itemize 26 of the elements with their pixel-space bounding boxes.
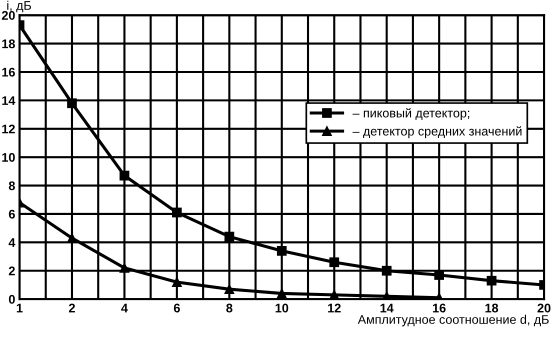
y-tick-label: 18 [2,39,15,48]
x-tick-label: 8 [226,304,232,312]
x-tick-label: 20 [538,304,550,312]
x-axis-title: Амплитудное соотношение d, дБ [358,314,549,326]
legend-label: – детектор средних значений [352,126,522,138]
y-tick-label: 0 [8,294,15,304]
x-tick-label: 2 [68,304,75,312]
y-tick-label: 16 [2,68,15,77]
x-tick-label: 12 [328,304,341,312]
y-tick-label: 14 [2,96,16,105]
y-tick-label: 12 [2,124,15,134]
y-tick-label: 2 [8,266,15,276]
x-tick-label: 10 [276,304,288,312]
y-tick-label: 10 [2,152,15,162]
y-tick-label: 6 [8,210,15,219]
y-tick-label: 8 [8,181,15,190]
y-tick-label: 20 [2,11,15,20]
x-tick-label: 6 [174,304,180,312]
x-tick-label: 16 [432,304,446,312]
x-tick-label: 14 [380,304,394,312]
x-tick-label: 18 [485,304,498,312]
y-tick-label: 4 [8,238,16,247]
x-tick-label: 4 [121,304,128,312]
y-axis-title: i, дБ [7,0,31,12]
legend-label: – пиковый детектор; [352,108,470,120]
x-tick-label: 1 [16,304,23,312]
